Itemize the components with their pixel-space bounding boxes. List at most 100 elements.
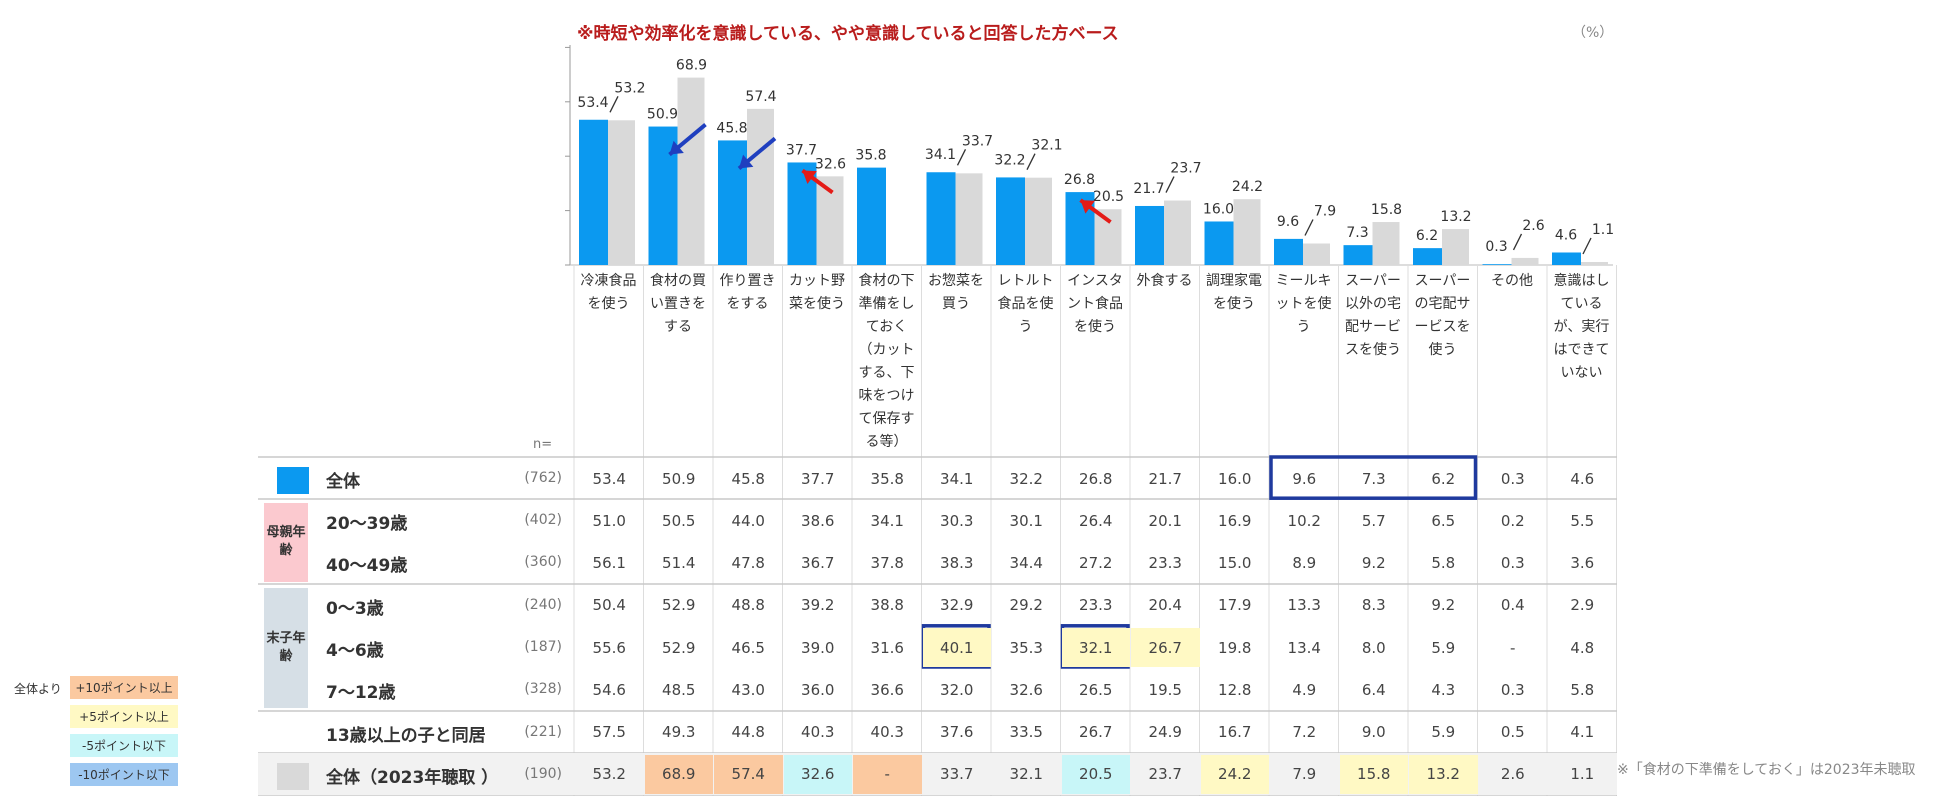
data-label-series2: 33.7	[962, 133, 993, 149]
bar-series2	[608, 120, 635, 266]
table-cell: 4.6	[1570, 469, 1595, 488]
data-label-series1: 32.2	[994, 152, 1025, 168]
bar-series2	[1094, 209, 1122, 265]
table-cell: 38.6	[801, 511, 835, 530]
table-cell: 50.4	[592, 596, 626, 615]
bar-series2	[1511, 257, 1539, 265]
row-label: 全体（2023年聴取 ）	[326, 767, 499, 788]
table-cell: 5.7	[1361, 511, 1386, 530]
row-group-badge: 末子年齢	[264, 587, 308, 709]
table-cell: 35.8	[870, 469, 904, 488]
row-swatch	[277, 762, 309, 790]
bar-series1	[1135, 205, 1164, 265]
row-label: 20〜39歳	[326, 514, 408, 535]
table-cell: 40.1	[922, 628, 991, 668]
table-cell: 23.7	[1148, 765, 1182, 784]
row-label: 40〜49歳	[326, 556, 408, 577]
row-label: 全体	[326, 472, 360, 492]
table-cell: 39.2	[801, 596, 835, 615]
data-label-series1: 35.8	[855, 148, 886, 164]
row-label: 4〜6歳	[326, 641, 384, 662]
table-cell: 32.1	[1061, 628, 1130, 668]
table-cell: 8.0	[1361, 638, 1386, 657]
row-n: (328)	[524, 681, 562, 698]
category-label: 冷凍食品を使う	[580, 273, 637, 312]
data-label-series1: 37.7	[786, 142, 817, 158]
leader-line	[1026, 153, 1036, 170]
table-cell: 4.8	[1570, 638, 1595, 657]
data-label-series2: 7.9	[1314, 204, 1336, 220]
row-n: (221)	[524, 723, 562, 740]
data-label-series2: 2.6	[1522, 218, 1544, 234]
table-cell: 7.3	[1361, 469, 1386, 488]
category-label: 作り置きをする	[719, 273, 776, 312]
table-cell: 32.9	[940, 596, 974, 615]
table-cell: 9.0	[1361, 723, 1386, 742]
row-label: 13歳以上の子と同居	[326, 725, 486, 746]
category-label: レトルト食品を使う	[997, 273, 1054, 335]
category-label: ミールキットを使う	[1275, 273, 1332, 335]
category-label: 外食する	[1136, 273, 1193, 289]
table-cell: 23.3	[1148, 553, 1182, 572]
table-cell: 12.8	[1218, 680, 1252, 699]
table-cell: 0.4	[1500, 596, 1525, 615]
table-cell: 3.6	[1570, 553, 1595, 572]
table-cell: 40.3	[801, 723, 835, 742]
table-cell: 48.5	[662, 680, 696, 699]
bar-series1	[857, 167, 886, 265]
leader-line	[1512, 233, 1523, 251]
table-cell: 26.4	[1079, 511, 1113, 530]
table-cell: 13.2	[1409, 754, 1478, 794]
table-cell: 2.9	[1570, 596, 1595, 615]
table-cell: 34.1	[940, 469, 974, 488]
data-label-series2: 23.7	[1170, 161, 1201, 177]
table-cell: 6.5	[1431, 511, 1456, 530]
table-cell: 17.9	[1218, 596, 1252, 615]
table-cell: 19.5	[1148, 680, 1182, 699]
bar-series2	[1442, 229, 1469, 265]
data-label-series2: 15.8	[1371, 202, 1402, 218]
table-cell: 13.3	[1287, 596, 1321, 615]
data-label-series1: 26.8	[1064, 172, 1095, 188]
table-cell: 49.3	[662, 723, 696, 742]
table-cell: 45.8	[731, 469, 765, 488]
category-label: スーパー以外の宅配サービスを使う	[1345, 273, 1401, 358]
leader-line	[609, 96, 619, 113]
row-group-badge: 母親年齢	[264, 503, 308, 582]
table-cell: 0.2	[1500, 511, 1525, 530]
table-cell: 26.7	[1079, 723, 1113, 742]
bar-series2	[1025, 177, 1052, 265]
table-cell: 37.7	[801, 469, 835, 488]
table-cell: 26.8	[1079, 469, 1113, 488]
row-label: 7〜12歳	[326, 683, 396, 704]
table-cell: 5.8	[1570, 680, 1595, 699]
data-label-series2: 24.2	[1232, 179, 1263, 195]
data-label-series1: 50.9	[647, 107, 678, 123]
legend-item: -10ポイント以下	[70, 763, 178, 786]
category-label: スーパーの宅配サービスを使う	[1414, 273, 1471, 358]
data-label-series1: 53.4	[577, 95, 608, 111]
row-n: (240)	[524, 596, 562, 613]
table-cell: 6.4	[1361, 680, 1386, 699]
table-cell: 57.4	[714, 754, 783, 794]
table-cell: 5.9	[1431, 723, 1456, 742]
table-cell: 48.8	[731, 596, 765, 615]
data-label-series2: 57.4	[745, 89, 776, 105]
table-cell: 31.6	[870, 638, 904, 657]
table-cell: 13.4	[1287, 638, 1321, 657]
table-cell: 15.0	[1218, 553, 1252, 572]
table-cell: 26.7	[1131, 628, 1200, 668]
table-cell: 51.0	[592, 511, 626, 530]
table-cell: 4.3	[1431, 680, 1456, 699]
data-label-series2: 1.1	[1592, 222, 1614, 238]
table-cell: 1.1	[1570, 765, 1595, 784]
table-cell: 32.1	[1009, 765, 1043, 784]
legend-item: +10ポイント以上	[70, 676, 178, 699]
table-cell: -	[1510, 638, 1516, 657]
table-cell: 36.0	[801, 680, 835, 699]
table-cell: 7.9	[1292, 765, 1317, 784]
row-swatch	[277, 467, 309, 494]
trend-arrow-head	[669, 140, 684, 155]
table-cell: 0.3	[1500, 553, 1525, 572]
unit-label: （%）	[1572, 25, 1614, 41]
